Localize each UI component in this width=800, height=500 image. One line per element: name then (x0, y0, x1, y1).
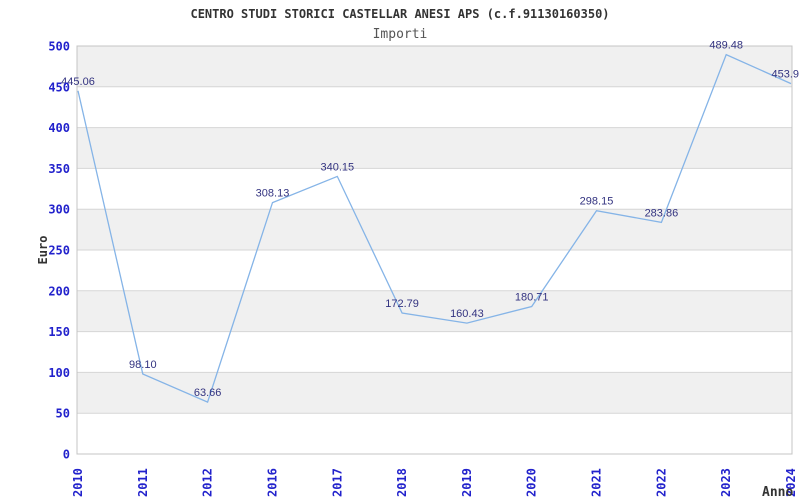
grid-band (77, 127, 792, 169)
x-tick-label: 2020 (525, 468, 539, 497)
data-point-label: 308.13 (256, 188, 290, 200)
x-tick-label: 2019 (460, 468, 474, 497)
y-tick-label: 350 (48, 162, 70, 176)
chart-subtitle: Importi (372, 27, 428, 42)
x-axis-tick-labels: 2010 2011 2012 2016 2017 2018 2019 2020 2021 2022… (71, 468, 798, 497)
x-axis-title: Anno (762, 485, 793, 500)
data-point-label: 172.79 (385, 298, 419, 310)
data-point-label: 489.48 (709, 40, 743, 52)
chart-title: CENTRO STUDI STORICI CASTELLAR ANESI APS… (190, 7, 610, 21)
y-axis-title: Euro (36, 236, 50, 265)
series-polyline (77, 53, 792, 403)
y-tick-label: 400 (48, 121, 70, 135)
y-tick-label: 300 (48, 203, 70, 217)
y-tick-label: 50 (56, 407, 70, 421)
grid-band (77, 46, 792, 87)
data-point-label: 180.71 (515, 292, 549, 304)
grid-bands (77, 46, 792, 414)
y-tick-label: 100 (48, 366, 70, 380)
grid-band (77, 372, 792, 414)
x-tick-label: 2021 (590, 468, 604, 497)
data-point-labels: 445.06 98.10 63.66 308.13 340.15 172.79 160.43… (61, 40, 799, 400)
y-tick-label: 450 (48, 80, 70, 94)
y-tick-label: 200 (48, 284, 70, 298)
grid-band (77, 290, 792, 332)
y-tick-label: 0 (63, 448, 70, 462)
y-tick-label: 500 (48, 40, 70, 54)
x-tick-label: 2022 (654, 468, 668, 497)
plot-border (76, 45, 793, 455)
x-tick-label: 2024 (784, 468, 798, 497)
data-point-label: 63.66 (194, 387, 222, 399)
x-tick-label: 2023 (719, 468, 733, 497)
data-point-label: 340.15 (320, 161, 354, 173)
y-tick-label: 250 (48, 244, 70, 258)
data-point-label: 298.15 (580, 196, 614, 208)
x-tick-label: 2018 (395, 468, 409, 497)
data-point-label: 98.10 (129, 359, 157, 371)
data-point-label: 283.86 (645, 207, 679, 219)
y-axis-tick-labels: 0 50 100 150 200 250 300 350 400 450 500 (48, 40, 70, 462)
x-tick-label: 2011 (136, 468, 150, 497)
x-tick-label: 2012 (201, 468, 215, 497)
x-tick-label: 2010 (71, 468, 85, 497)
x-tick-label: 2017 (330, 468, 344, 497)
data-point-label: 453.9 (771, 69, 799, 81)
data-point-label: 445.06 (61, 76, 95, 88)
grid-band (77, 209, 792, 250)
data-point-label: 160.43 (450, 308, 484, 320)
x-tick-label: 2016 (266, 468, 280, 497)
y-tick-label: 150 (48, 325, 70, 339)
